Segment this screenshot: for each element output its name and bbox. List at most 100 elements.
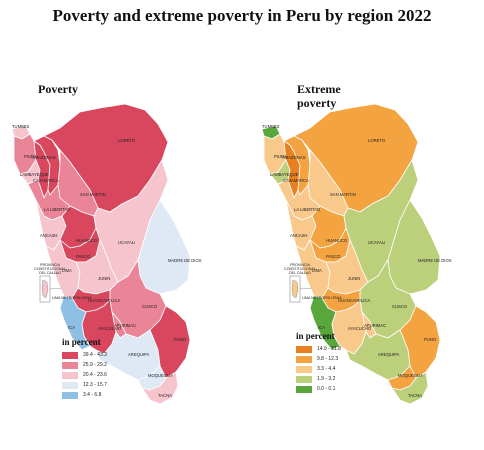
extreme-label-callao: PROVINCIA CONSTITUCIONAL DEL CALLAO <box>284 263 316 275</box>
extreme-label-ucayali: UCAYALI <box>368 240 385 245</box>
extreme-label-madre-de-dios: MADRE DE DIOS <box>418 258 452 263</box>
extreme-label-lambayeque: LAMBAYEQUE <box>270 172 299 177</box>
extreme-legend-label: 3.3 - 4.4 <box>317 366 336 372</box>
extreme-lima-inset-leader <box>299 287 313 290</box>
poverty-legend-item: 3.4 - 6.8 <box>62 390 107 400</box>
extreme-label-cusco: CUSCO <box>392 304 408 309</box>
poverty-label-madre-de-dios: MADRE DE DIOS <box>168 258 202 263</box>
poverty-legend-swatch <box>62 391 78 399</box>
extreme-legend-label: 14.9 - 21.8 <box>317 346 341 352</box>
extreme-legend-swatch <box>296 375 312 383</box>
extreme-label-moquegua: MOQUEGUA <box>398 373 423 378</box>
poverty-label-lima: LIMA <box>62 268 72 273</box>
extreme-legend-swatch <box>296 345 312 353</box>
extreme-label-amazonas: AMAZONAS <box>282 155 306 160</box>
poverty-legend-swatch <box>62 381 78 389</box>
extreme-poverty-legend: in percent 14.9 - 21.8 9.8 - 12.3 3.3 - 4.… <box>296 331 341 394</box>
extreme-label-piura: PIURA <box>274 154 287 159</box>
poverty-label-arequipa: AREQUIPA <box>128 352 150 357</box>
poverty-label-puno: PUNO <box>174 337 187 342</box>
extreme-poverty-legend-title: in percent <box>296 331 335 341</box>
poverty-label-apurimac: APURIMAC <box>114 323 136 328</box>
extreme-label-arequipa: AREQUIPA <box>378 352 400 357</box>
poverty-label-ica: ICA <box>68 325 75 330</box>
poverty-legend-swatch <box>62 351 78 359</box>
extreme-poverty-map-title: Extreme poverty <box>297 82 341 110</box>
extreme-legend-label: 9.8 - 12.3 <box>317 356 339 362</box>
extreme-label-huanuco: HUANUCO <box>326 238 348 243</box>
poverty-label-la-libertad: LA LIBERTAD <box>44 207 70 212</box>
poverty-label-ancash: ANCASH <box>40 233 57 238</box>
extreme-label-san-martin: SAN MARTIN <box>330 192 356 197</box>
poverty-legend-item: 20.4 - 23.6 <box>62 370 107 380</box>
poverty-legend-item: 39.4 - 43.3 <box>62 350 107 360</box>
poverty-legend-label: 12.3 - 15.7 <box>83 382 107 388</box>
extreme-label-la-libertad: LA LIBERTAD <box>294 207 320 212</box>
poverty-label-lima-metropolitana: LIMA METROPOLITANA <box>52 296 92 300</box>
poverty-legend-label: 39.4 - 43.3 <box>83 352 107 358</box>
extreme-label-tacna: TACNA <box>408 393 422 398</box>
extreme-legend-item: 1.9 - 3.2 <box>296 374 341 384</box>
extreme-label-lima: LIMA <box>312 268 322 273</box>
poverty-legend-title: in percent <box>62 337 101 347</box>
poverty-label-huanuco: HUANUCO <box>76 238 98 243</box>
extreme-legend-swatch <box>296 355 312 363</box>
extreme-label-pasco: PASCO <box>326 254 341 259</box>
poverty-label-tumbes: TUMBES <box>12 124 30 129</box>
poverty-legend-swatch <box>62 371 78 379</box>
poverty-label-ucayali: UCAYALI <box>118 240 135 245</box>
poverty-label-loreto: LORETO <box>118 138 136 143</box>
poverty-label-pasco: PASCO <box>76 254 91 259</box>
extreme-legend-item: 0.0 - 0.1 <box>296 384 341 394</box>
poverty-legend-item: 25.9 - 29.2 <box>62 360 107 370</box>
poverty-legend-label: 3.4 - 6.8 <box>83 392 102 398</box>
poverty-label-amazonas: AMAZONAS <box>32 155 56 160</box>
poverty-lima-inset-leader <box>49 287 63 290</box>
extreme-legend-item: 14.9 - 21.8 <box>296 344 341 354</box>
poverty-label-tacna: TACNA <box>158 393 172 398</box>
poverty-label-callao: PROVINCIA CONSTITUCIONAL DEL CALLAO <box>34 263 66 275</box>
poverty-legend-swatch <box>62 361 78 369</box>
extreme-legend-swatch <box>296 365 312 373</box>
extreme-label-ancash: ANCASH <box>290 233 307 238</box>
poverty-label-piura: PIURA <box>24 154 37 159</box>
poverty-label-san-martin: SAN MARTIN <box>80 192 106 197</box>
poverty-legend-label: 25.9 - 29.2 <box>83 362 107 368</box>
extreme-region-tacna <box>391 371 429 405</box>
extreme-label-ica: ICA <box>318 325 325 330</box>
extreme-legend-item: 9.8 - 12.3 <box>296 354 341 364</box>
poverty-label-ayacucho: AYACUCHO <box>98 326 122 331</box>
poverty-label-cajamarca: CAJAMARCA <box>33 178 59 183</box>
extreme-label-huancavelica: HUANCAVELICA <box>338 298 370 303</box>
poverty-legend: in percent 39.4 - 43.3 25.9 - 29.2 20.4 - … <box>62 337 107 400</box>
extreme-label-ayacucho: AYACUCHO <box>348 326 372 331</box>
poverty-map-title: Poverty <box>38 82 78 96</box>
poverty-region-tacna <box>141 371 179 405</box>
extreme-label-puno: PUNO <box>424 337 437 342</box>
extreme-label-junin: JUNIN <box>348 276 360 281</box>
poverty-label-huancavelica: HUANCAVELICA <box>88 298 120 303</box>
poverty-legend-label: 20.4 - 23.6 <box>83 372 107 378</box>
poverty-label-lambayeque: LAMBAYEQUE <box>20 172 49 177</box>
extreme-label-lima-metropolitana: LIMA METROPOLITANA <box>302 296 342 300</box>
extreme-label-cajamarca: CAJAMARCA <box>283 178 309 183</box>
extreme-label-tumbes: TUMBES <box>262 124 280 129</box>
poverty-legend-item: 12.3 - 15.7 <box>62 380 107 390</box>
poverty-region-arequipa <box>95 329 161 381</box>
extreme-lima-inset-shape <box>291 279 299 299</box>
extreme-label-apurimac: APURIMAC <box>364 323 386 328</box>
extreme-legend-item: 3.3 - 4.4 <box>296 364 341 374</box>
poverty-lima-inset-shape <box>41 279 49 299</box>
poverty-label-moquegua: MOQUEGUA <box>148 373 173 378</box>
extreme-legend-label: 1.9 - 3.2 <box>317 376 336 382</box>
extreme-label-loreto: LORETO <box>368 138 386 143</box>
poverty-label-cusco: CUSCO <box>142 304 158 309</box>
extreme-legend-swatch <box>296 385 312 393</box>
chart-title: Poverty and extreme poverty in Peru by r… <box>52 6 432 25</box>
poverty-label-junin: JUNIN <box>98 276 110 281</box>
extreme-legend-label: 0.0 - 0.1 <box>317 386 336 392</box>
extreme-region-arequipa <box>345 329 411 381</box>
